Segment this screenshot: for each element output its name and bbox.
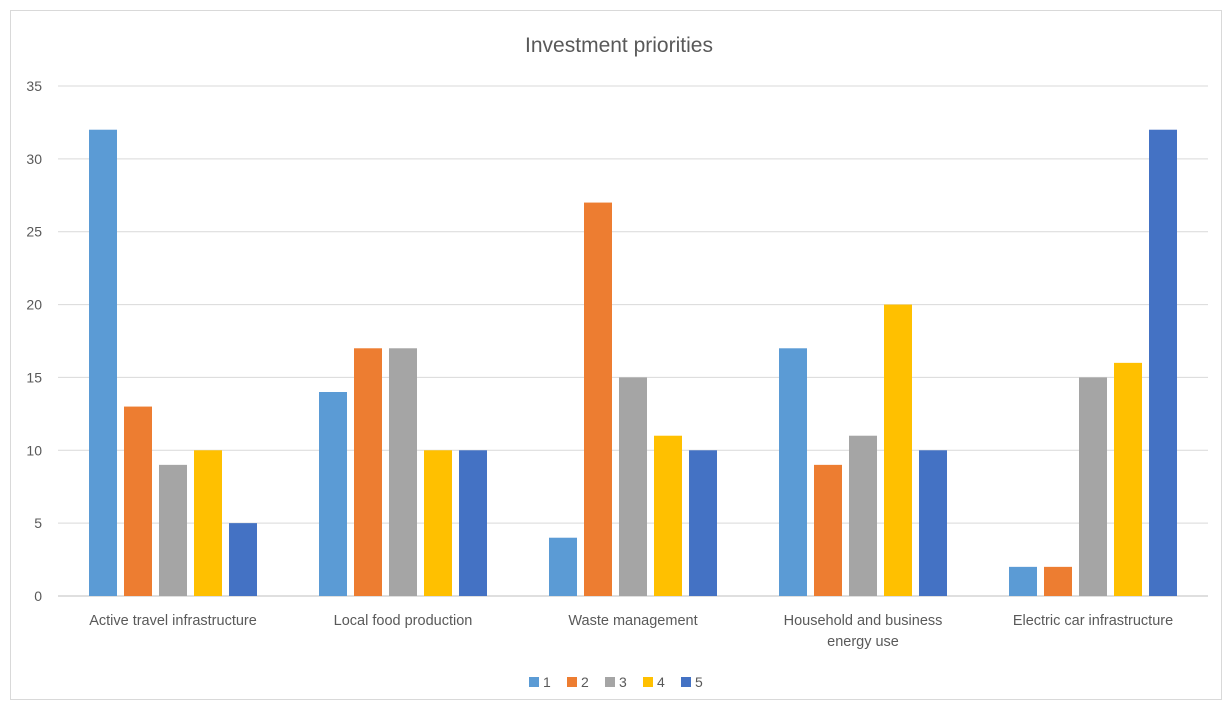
bar [884,304,912,596]
bar [919,450,947,596]
x-tick-label: Local food production [334,613,473,629]
y-tick-label: 15 [26,369,42,385]
bar [229,523,257,596]
bar [89,129,117,596]
legend-swatch [605,677,615,687]
bar [389,348,417,596]
bar [194,450,222,596]
legend-swatch [643,677,653,687]
bar [779,348,807,596]
legend-swatch [567,677,577,687]
bar [354,348,382,596]
bar [1149,129,1177,596]
x-tick-label: Active travel infrastructure [89,613,257,629]
bar [1079,377,1107,596]
bar [689,450,717,596]
bar [424,450,452,596]
legend-swatch [529,677,539,687]
bar [619,377,647,596]
bar [319,392,347,596]
y-tick-label: 10 [26,442,42,458]
legend-label: 4 [657,674,665,690]
bar [584,202,612,597]
y-tick-label: 35 [26,78,42,94]
y-tick-label: 20 [26,297,42,313]
x-tick-label: Waste management [568,613,697,629]
legend: 1 2 3 4 5 [529,674,703,690]
bar [1009,566,1037,596]
y-tick-label: 30 [26,151,42,167]
legend-label: 3 [619,674,627,690]
bar [1044,566,1072,596]
chart-title: Investment priorities [525,34,713,57]
x-tick-label: Electric car infrastructure [1013,613,1173,629]
legend-label: 2 [581,674,589,690]
bar [1114,362,1142,596]
bar [159,464,187,596]
bar [814,464,842,596]
bar [124,406,152,596]
bar [549,537,577,596]
y-tick-label: 0 [34,588,42,604]
y-axis-ticks: 0 5 10 15 20 25 30 35 [26,78,42,604]
legend-swatch [681,677,691,687]
y-tick-label: 5 [34,515,42,531]
bar [654,435,682,596]
legend-label: 1 [543,674,551,690]
bar [849,435,877,596]
legend-label: 5 [695,674,703,690]
x-axis-labels: Active travel infrastructure Local food p… [89,613,1173,650]
y-tick-label: 25 [26,224,42,240]
bar [459,450,487,596]
x-tick-label: Household and business energy use [784,613,943,650]
bars [89,129,1177,597]
